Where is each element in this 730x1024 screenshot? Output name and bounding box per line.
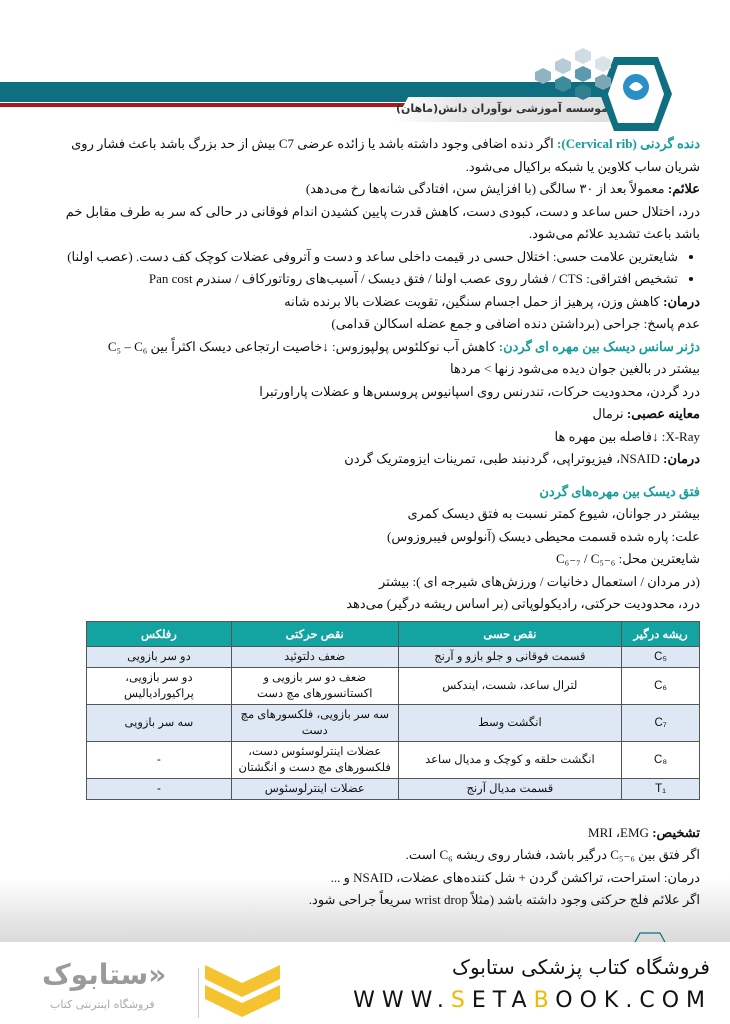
table-cell: - <box>86 777 232 800</box>
footer-banner <box>0 942 730 1024</box>
section-disc-herniation: فتق دیسک بین مهره‌های گردن بیشتر در جوان… <box>80 481 700 616</box>
table-cell: T₁ <box>621 777 700 800</box>
bullet-item: تشخیص افتراقی: CTS / فشار روی عصب اولنا … <box>80 268 678 291</box>
setabook-brand-logo: «ستابوک <box>42 958 167 991</box>
section-diagnosis: تشخیص: MRI ،EMG اگر فتق بین C₅₋₆ درگیر ب… <box>80 822 700 912</box>
institute-logo-icon <box>600 57 672 131</box>
institute-name: موسسه آموزشی نوآوران دانش(ماهان) <box>396 102 608 115</box>
table-row: C₇ انگشت وسط سه سر بازویی، فلکسورهای مچ دس… <box>86 703 700 742</box>
table-cell: C₈ <box>621 740 700 779</box>
logo-divider <box>198 968 199 1018</box>
paragraph: اگر فتق بین C₅₋₆ درگیر باشد، فشار روی ری… <box>405 847 700 862</box>
column-header: رفلکس <box>86 620 232 647</box>
column-header: ریشه درگیر <box>621 620 700 647</box>
paragraph: اگر دنده اضافی وجود داشته باشد یا زائده … <box>71 136 558 151</box>
paragraph: عدم پاسخ: جراحی (برداشتن دنده اضافی و جم… <box>331 316 700 331</box>
url-part: ETA <box>471 988 534 1013</box>
paragraph: معمولاً بعد از ۳۰ سالگی (با افزایش سن، ا… <box>305 181 668 196</box>
section-cervical-rib: دنده گردنی (Cervical rib): اگر دنده اضاف… <box>65 133 700 471</box>
table-header-row: ریشه درگیر نقص حسی نقص حرکتی رفلکس <box>86 620 700 647</box>
table-cell: عضلات اینترلوسئوس دست، فلکسورهای مچ دست … <box>230 740 399 779</box>
brand-subtitle: فروشگاه اینترنتی کتاب <box>50 998 155 1011</box>
section-heading: دژنر سانس دیسک بین مهره ای گردن: <box>498 338 700 354</box>
section-heading: فتق دیسک بین مهره‌های گردن <box>539 483 700 499</box>
paragraph: درد، اختلال حس ساعد و دست، کبودی دست، کا… <box>65 203 700 219</box>
table-cell: لترال ساعد، شست، ایندکس <box>397 666 623 705</box>
paragraph: X-Ray: ↓فاصله بین مهره ها <box>554 428 700 444</box>
table-cell: دو سر بازویی، پراکیورادیالیس <box>86 666 232 705</box>
table-cell: دو سر بازویی <box>86 645 232 668</box>
paragraph: MRI ،EMG <box>588 824 653 840</box>
hexagon-decoration-icon <box>535 48 611 100</box>
paragraph: NSAID، فیزیوتراپی، گردنبند طبی، تمرینات … <box>344 451 664 466</box>
table-row: C₈ انگشت حلقه و کوچک و مدیال ساعد عضلات ای… <box>86 740 700 779</box>
paragraph: نرمال <box>592 406 627 421</box>
table-cell: C₅ <box>621 645 700 668</box>
paragraph: (در مردان / استعمال دخانیات / ورزش‌های ش… <box>378 573 700 589</box>
brand-text: ستابوک <box>42 958 149 991</box>
nerve-root-table: ریشه درگیر نقص حسی نقص حرکتی رفلکس C₅ قسم… <box>86 620 700 800</box>
label: تشخیص: <box>652 824 700 840</box>
url-part: OOK.COM <box>555 988 712 1013</box>
institute-box <box>395 97 615 122</box>
setabook-chevron-logo-icon <box>205 965 280 1017</box>
paragraph: علت: پاره شده قسمت محیطی دیسک (آنولوس فی… <box>387 528 700 544</box>
paragraph: شایعترین محل: C₆₋₇ / C₅₋₆ <box>556 551 700 566</box>
table-cell: سه سر بازویی، فلکسورهای مچ دست <box>230 703 399 742</box>
paragraph: کاهش آب نوکلئوس پولپوزوس: ↓خاصیت ارتجاعی… <box>107 338 499 354</box>
table-cell: سه سر بازویی <box>86 703 232 742</box>
table-row: C₅ قسمت فوقانی و جلو بازو و آرنج ضعف دلتوئ… <box>86 645 700 668</box>
url-part: S <box>450 988 472 1013</box>
label: درمان: <box>663 451 700 466</box>
page-bottom-shade <box>0 878 730 942</box>
paragraph: بیشتر در جوانان، شیوع کمتر نسبت به فتق د… <box>407 506 701 521</box>
header-red-line <box>0 103 600 107</box>
table-cell: ضعف دو سر بازویی و اکستانسورهای مچ دست <box>230 666 399 705</box>
shop-name: فروشگاه کتاب پزشکی ستابوک <box>452 955 710 979</box>
table-cell: قسمت مدیال آرنج <box>397 777 623 800</box>
bullet-list: شایعترین علامت حسی: اختلال حسی در قیمت د… <box>67 246 700 291</box>
column-header: نقص حسی <box>397 620 623 647</box>
label: درمان: <box>663 293 700 309</box>
paragraph: درد، محدودیت حرکتی، رادیکولوپاتی (بر اسا… <box>346 596 700 611</box>
table-cell: قسمت فوقانی و جلو بازو و آرنج <box>397 645 623 668</box>
paragraph: اگر علائم فلج حرکتی وجود داشته باشد (مثل… <box>308 892 700 907</box>
table-cell: عضلات اینترلوسئوس <box>230 777 399 800</box>
paragraph: درد گردن، محدودیت حرکات، تندرنس روی اسپا… <box>259 383 700 399</box>
paragraph: باشد باعث تشدید علائم می‌شود. <box>528 226 700 241</box>
table-cell: انگشت حلقه و کوچک و مدیال ساعد <box>397 740 623 779</box>
paragraph: کاهش وزن، پرهیز از حمل اجسام سنگین، تقوی… <box>284 293 664 309</box>
table-cell: C₇ <box>621 703 700 742</box>
table-cell: C₆ <box>621 666 700 705</box>
table-row: C₆ لترال ساعد، شست، ایندکس ضعف دو سر بازوی… <box>86 666 700 705</box>
table-row: T₁ قسمت مدیال آرنج عضلات اینترلوسئوس - <box>86 777 700 800</box>
table-cell: ضعف دلتوئید <box>230 645 399 668</box>
page-content: دنده گردنی (Cervical rib): اگر دنده اضاف… <box>65 133 700 912</box>
table-cell: انگشت وسط <box>397 703 623 742</box>
label: معاینه عصبی: <box>626 406 700 421</box>
label: علائم: <box>667 181 700 196</box>
table-cell: - <box>86 740 232 779</box>
url-part: WWW. <box>353 988 451 1013</box>
section-heading: دنده گردنی (Cervical rib): <box>557 136 700 151</box>
column-header: نقص حرکتی <box>230 620 399 647</box>
paragraph: درمان: استراحت، تراکشن گردن + شل کننده‌ه… <box>330 869 700 885</box>
bullet-item: شایعترین علامت حسی: اختلال حسی در قیمت د… <box>67 246 678 269</box>
shop-url[interactable]: WWW.SETABOOK.COM <box>353 988 712 1014</box>
page-number-hexagon-icon <box>633 932 667 944</box>
url-part: B <box>533 988 556 1013</box>
paragraph: شریان ساب کلاوین یا شبکه براکیال می‌شود. <box>465 158 700 174</box>
paragraph: بیشتر در بالغین جوان دیده می‌شود زنها > … <box>449 361 700 376</box>
